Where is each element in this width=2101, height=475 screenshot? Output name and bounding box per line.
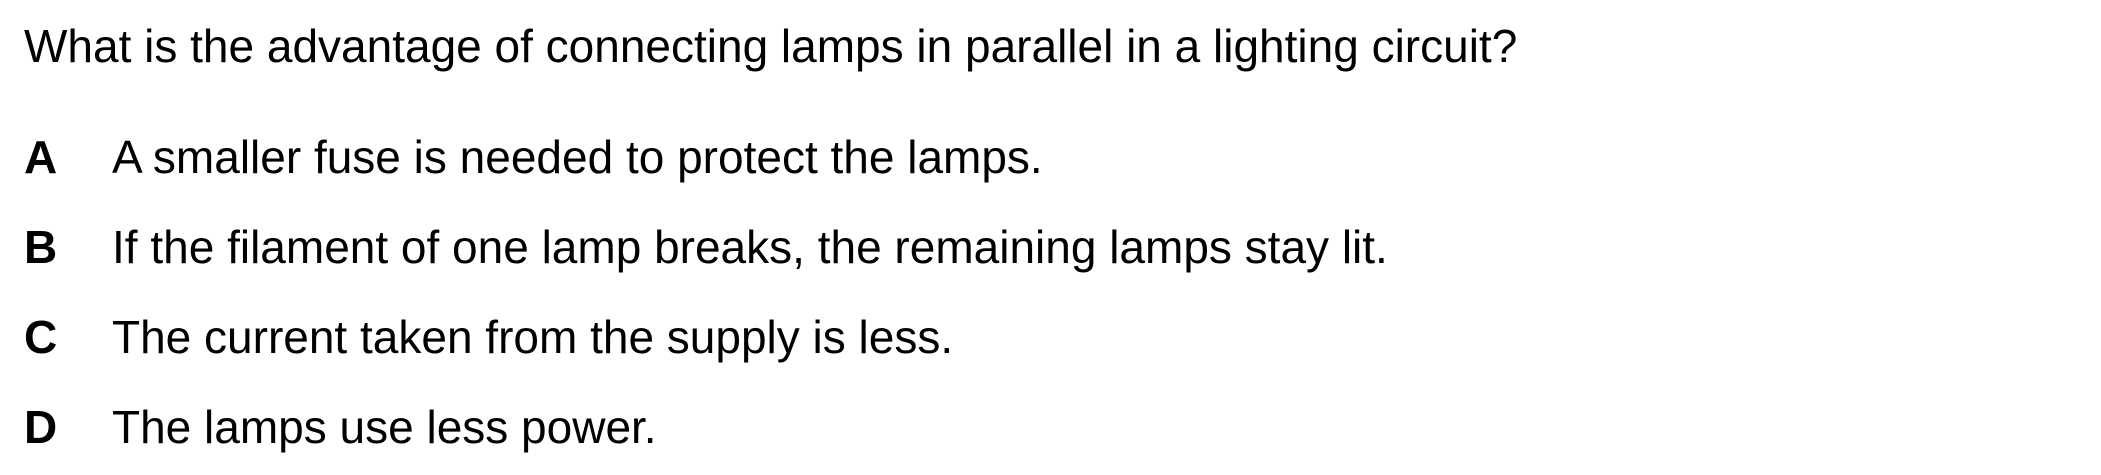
option-b: B If the filament of one lamp breaks, th… xyxy=(24,202,1388,292)
option-a: A A smaller fuse is needed to protect th… xyxy=(24,112,1388,202)
option-text: If the filament of one lamp breaks, the … xyxy=(112,221,1388,273)
option-letter: B xyxy=(24,221,58,273)
answer-options: A A smaller fuse is needed to protect th… xyxy=(24,112,1388,472)
option-letter: D xyxy=(24,401,58,453)
option-text: A smaller fuse is needed to protect the … xyxy=(112,131,1043,183)
option-text: The current taken from the supply is les… xyxy=(112,311,954,363)
option-c: C The current taken from the supply is l… xyxy=(24,292,1388,382)
option-letter: A xyxy=(24,131,58,183)
option-letter: C xyxy=(24,311,58,363)
question-text: What is the advantage of connecting lamp… xyxy=(24,20,1518,72)
option-d: D The lamps use less power. xyxy=(24,382,1388,472)
option-text: The lamps use less power. xyxy=(112,401,657,453)
